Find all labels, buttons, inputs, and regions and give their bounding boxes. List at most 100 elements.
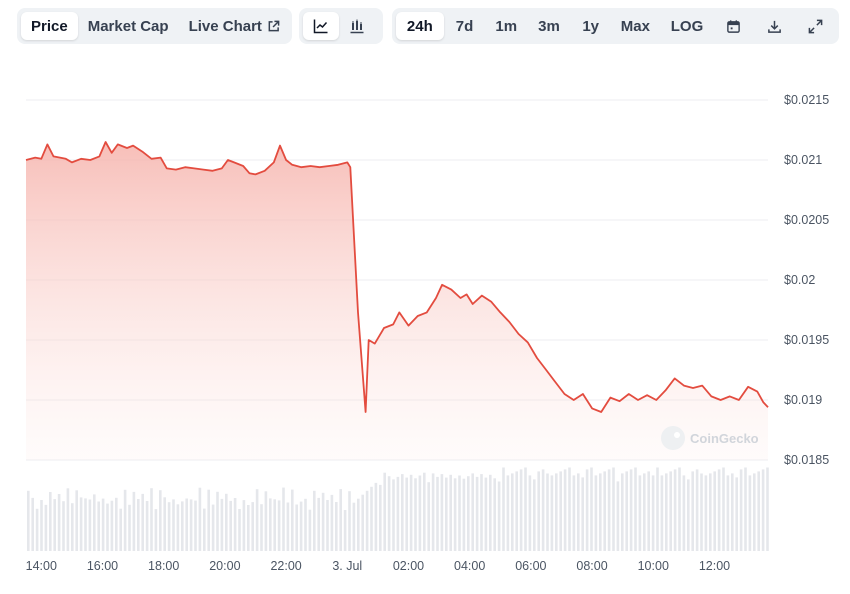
volume-bar: [321, 492, 325, 551]
volume-bar: [660, 475, 664, 551]
volume-bar: [493, 478, 496, 551]
x-tick-label: 02:00: [393, 559, 424, 573]
volume-bar: [194, 500, 197, 551]
range-24h[interactable]: 24h: [396, 12, 444, 40]
x-tick-label: 22:00: [270, 559, 301, 573]
volume-bar: [154, 509, 158, 551]
volume-bar: [607, 469, 611, 551]
line-chart-button[interactable]: [303, 12, 339, 40]
volume-bar: [621, 473, 624, 551]
volume-bar: [541, 469, 545, 551]
volume-bar: [489, 474, 492, 551]
volume-bar: [374, 482, 378, 551]
range-max[interactable]: Max: [620, 17, 650, 35]
line-chart-icon: [313, 18, 329, 34]
download-icon: [767, 19, 782, 34]
volume-bar: [590, 467, 593, 551]
calendar-button[interactable]: [714, 12, 754, 40]
candlestick-chart-button[interactable]: [339, 12, 375, 40]
volume-bar: [392, 479, 395, 551]
volume-bar: [308, 509, 312, 551]
volume-bar: [704, 475, 708, 551]
volume-bar: [480, 474, 483, 551]
volume-bar: [629, 469, 633, 551]
volume-bar: [625, 471, 628, 551]
x-tick-label: 04:00: [454, 559, 485, 573]
volume-bar: [634, 467, 637, 551]
volume-bar: [110, 500, 114, 551]
volume-bar: [57, 494, 61, 551]
log-scale-toggle[interactable]: LOG: [670, 17, 704, 35]
volume-bar: [383, 472, 386, 551]
volume-bar: [467, 476, 470, 551]
volume-bar: [304, 498, 307, 551]
volume-bar: [585, 469, 589, 551]
volume-bar: [695, 469, 699, 551]
volume-bar: [519, 469, 523, 551]
volume-bar: [35, 508, 39, 551]
x-tick-label: 16:00: [87, 559, 118, 573]
volume-bar: [326, 500, 329, 551]
volume-bar: [185, 498, 188, 551]
volume-bar: [515, 471, 518, 551]
volume-bar: [207, 489, 210, 551]
candlestick-chart-icon: [349, 18, 365, 34]
price-area: [25, 141, 769, 460]
volume-bar: [233, 498, 237, 551]
volume-bar: [44, 504, 48, 551]
volume-bar: [744, 467, 747, 551]
volume-bar: [260, 504, 263, 551]
volume-bar: [387, 476, 391, 551]
fullscreen-button[interactable]: [795, 12, 835, 40]
volume-bar: [128, 504, 131, 551]
y-tick-label: $0.021: [784, 153, 822, 167]
x-tick-label: 12:00: [699, 559, 730, 573]
volume-bar: [691, 471, 694, 551]
tab-live-chart[interactable]: Live Chart: [179, 12, 290, 40]
volume-bar: [735, 477, 738, 551]
volume-bar: [462, 478, 466, 551]
volume-bar: [647, 471, 650, 551]
volume-bar: [137, 499, 140, 551]
volume-bar: [678, 467, 681, 551]
volume-bar: [581, 477, 584, 551]
volume-bar: [62, 501, 65, 551]
tab-market-cap[interactable]: Market Cap: [87, 17, 169, 35]
volume-bar: [757, 471, 760, 551]
volume-bar: [418, 475, 422, 551]
range-1y[interactable]: 1y: [582, 17, 600, 35]
volume-bar: [167, 502, 171, 551]
volume-bar: [49, 492, 52, 551]
volume-bar: [317, 497, 320, 551]
volume-bar: [119, 508, 122, 551]
volume-bar: [709, 473, 712, 551]
y-tick-label: $0.0215: [784, 93, 829, 107]
volume-bar: [106, 503, 109, 551]
download-button[interactable]: [754, 12, 796, 40]
volume-bar: [84, 498, 87, 551]
range-1m[interactable]: 1m: [495, 17, 518, 35]
volume-bar: [159, 490, 162, 551]
range-3m[interactable]: 3m: [538, 17, 560, 35]
volume-bar: [220, 498, 224, 551]
volume-bar: [603, 471, 606, 551]
volume-bar: [427, 482, 430, 551]
fullscreen-icon: [808, 19, 823, 34]
volume-bar: [330, 494, 334, 551]
volume-bar: [568, 467, 571, 551]
volume-bar: [555, 473, 558, 551]
volume-bar: [638, 475, 642, 551]
volume-bar: [401, 474, 404, 551]
volume-bar: [339, 489, 342, 551]
volume-bar: [132, 491, 136, 551]
volume-bar: [53, 499, 56, 551]
volume-bar: [717, 469, 721, 551]
volume-bar: [511, 473, 514, 551]
y-tick-label: $0.0205: [784, 213, 829, 227]
volume-bar: [563, 469, 567, 551]
volume-bar: [31, 497, 34, 551]
y-tick-label: $0.02: [784, 273, 815, 287]
volume-bar: [577, 473, 580, 551]
tab-price[interactable]: Price: [21, 12, 78, 40]
range-7d[interactable]: 7d: [455, 17, 474, 35]
